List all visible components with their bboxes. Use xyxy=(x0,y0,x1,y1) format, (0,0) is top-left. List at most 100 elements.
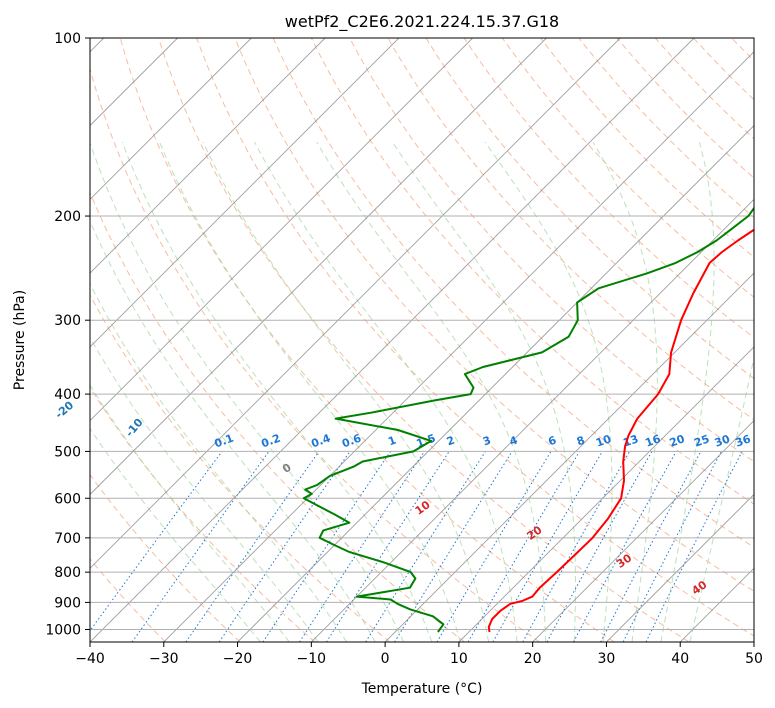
dry-adiabat xyxy=(425,38,754,380)
x-tick-label: 10 xyxy=(450,651,468,667)
isotherm xyxy=(90,38,400,348)
isotherm xyxy=(753,641,754,642)
mixing-ratio-line xyxy=(218,451,351,642)
x-tick-label: 20 xyxy=(524,651,542,667)
mixing-ratio-label: 8 xyxy=(575,434,587,449)
y-tick-label: 300 xyxy=(54,313,81,329)
moist-adiabat xyxy=(90,142,405,642)
x-tick-label: −40 xyxy=(75,651,105,667)
mixing-ratio-line xyxy=(546,451,653,642)
moist-adiabat xyxy=(90,427,261,642)
y-axis: 100 200 300 400 500 600 700 800 900 1000 xyxy=(45,31,90,638)
y-axis-title: Pressure (hPa) xyxy=(12,290,28,390)
dry-adiabat xyxy=(501,38,754,298)
dry-adiabat xyxy=(158,38,690,642)
dry-adiabat xyxy=(310,38,754,505)
isotherm xyxy=(458,346,754,642)
isotherm xyxy=(163,51,754,642)
dry-adiabat xyxy=(196,38,754,637)
isotherm xyxy=(532,420,754,642)
mixing-ratio-label: 30 xyxy=(713,432,732,450)
dry-adiabat xyxy=(770,38,775,642)
mixing-ratio-line xyxy=(645,451,743,642)
moist-adiabat xyxy=(316,141,547,642)
moist-adiabat-label: 30 xyxy=(614,551,634,571)
dry-adiabat xyxy=(387,38,754,421)
moist-adiabat xyxy=(121,142,433,642)
mixing-ratio-label: 2 xyxy=(445,434,457,449)
moist-adiabat xyxy=(660,142,715,642)
isotherm xyxy=(311,198,754,642)
moist-adiabat xyxy=(90,336,319,642)
y-tick-label: 600 xyxy=(54,491,81,507)
isotherm xyxy=(679,567,754,642)
x-tick-label: 0 xyxy=(381,651,390,667)
y-tick-label: 500 xyxy=(54,444,81,460)
y-tick-label: 900 xyxy=(54,595,81,611)
mixing-ratio-line xyxy=(325,451,450,642)
moist-adiabat xyxy=(202,141,490,642)
dewpoint-line xyxy=(302,206,754,633)
mixing-ratio-line xyxy=(262,451,392,642)
moist-adiabat-label: 40 xyxy=(689,578,709,598)
x-axis: −40 −30 −20 −10 0 10 20 30 40 50 xyxy=(75,642,763,667)
x-tick-label: −30 xyxy=(149,651,179,667)
moist-adiabat-label: 20 xyxy=(524,523,544,543)
dry-adiabat xyxy=(654,38,754,140)
dry-adiabat xyxy=(90,67,540,642)
isotherm xyxy=(90,38,252,200)
y-tick-label: 1000 xyxy=(45,622,81,638)
dry-adiabat xyxy=(90,191,465,642)
mixing-ratio-line xyxy=(394,451,513,642)
moist-adiabat xyxy=(90,219,376,642)
mixing-ratio-line xyxy=(299,451,425,642)
moist-adiabat xyxy=(689,355,754,642)
chart-title: wetPf2_C2E6.2021.224.15.37.G18 xyxy=(285,12,559,32)
isotherm xyxy=(90,38,695,642)
isotherm xyxy=(606,493,754,642)
background-lines xyxy=(90,38,775,642)
y-tick-label: 700 xyxy=(54,531,81,547)
dry-adiabat xyxy=(119,38,615,642)
moist-adiabat xyxy=(90,384,290,642)
mixing-ratio-label: 16 xyxy=(644,432,663,450)
mixing-ratio-line xyxy=(573,451,677,642)
mixing-ratio-line xyxy=(522,451,631,642)
mixing-ratio-label: 3 xyxy=(481,434,493,449)
dry-adiabat xyxy=(731,38,754,62)
mixing-ratio-line xyxy=(622,451,722,642)
mixing-ratio-label: 20 xyxy=(668,432,687,450)
isotherm xyxy=(90,38,473,422)
dry-adiabat xyxy=(90,293,391,642)
dry-adiabat xyxy=(349,38,754,463)
moist-adiabat xyxy=(392,141,576,642)
profile-series xyxy=(302,206,754,633)
x-tick-label: 30 xyxy=(598,651,616,667)
moist-adiabat xyxy=(159,142,461,642)
y-tick-label: 200 xyxy=(54,209,81,225)
dry-adiabat-label: -30 xyxy=(0,367,2,390)
x-axis-title: Temperature (°C) xyxy=(361,681,483,697)
mixing-ratio-label: 4 xyxy=(508,433,520,448)
mixing-ratio-label: 25 xyxy=(692,432,711,449)
dry-adiabat xyxy=(540,38,754,258)
mixing-ratio-line xyxy=(90,451,223,632)
dry-adiabat xyxy=(272,38,754,548)
isotherm xyxy=(90,38,547,496)
dry-adiabat xyxy=(90,386,316,642)
mixing-ratio-label: 0.2 xyxy=(259,432,282,451)
isotherm xyxy=(237,124,754,642)
dry-adiabat xyxy=(90,473,241,642)
y-tick-label: 800 xyxy=(54,565,81,581)
x-tick-label: 40 xyxy=(671,651,689,667)
mixing-ratio-label: 0.1 xyxy=(213,432,236,451)
mixing-ratio-label: 1 xyxy=(386,434,398,449)
mixing-ratio-label: 0.6 xyxy=(340,431,363,450)
dry-adiabat xyxy=(578,38,754,219)
isoline-labels: 0.10.20.40.611.52346810131620253036-100-… xyxy=(0,367,753,598)
dry-adiabat xyxy=(234,38,754,592)
plot-frame xyxy=(89,37,755,643)
mixing-ratio-label: 36 xyxy=(734,432,753,450)
